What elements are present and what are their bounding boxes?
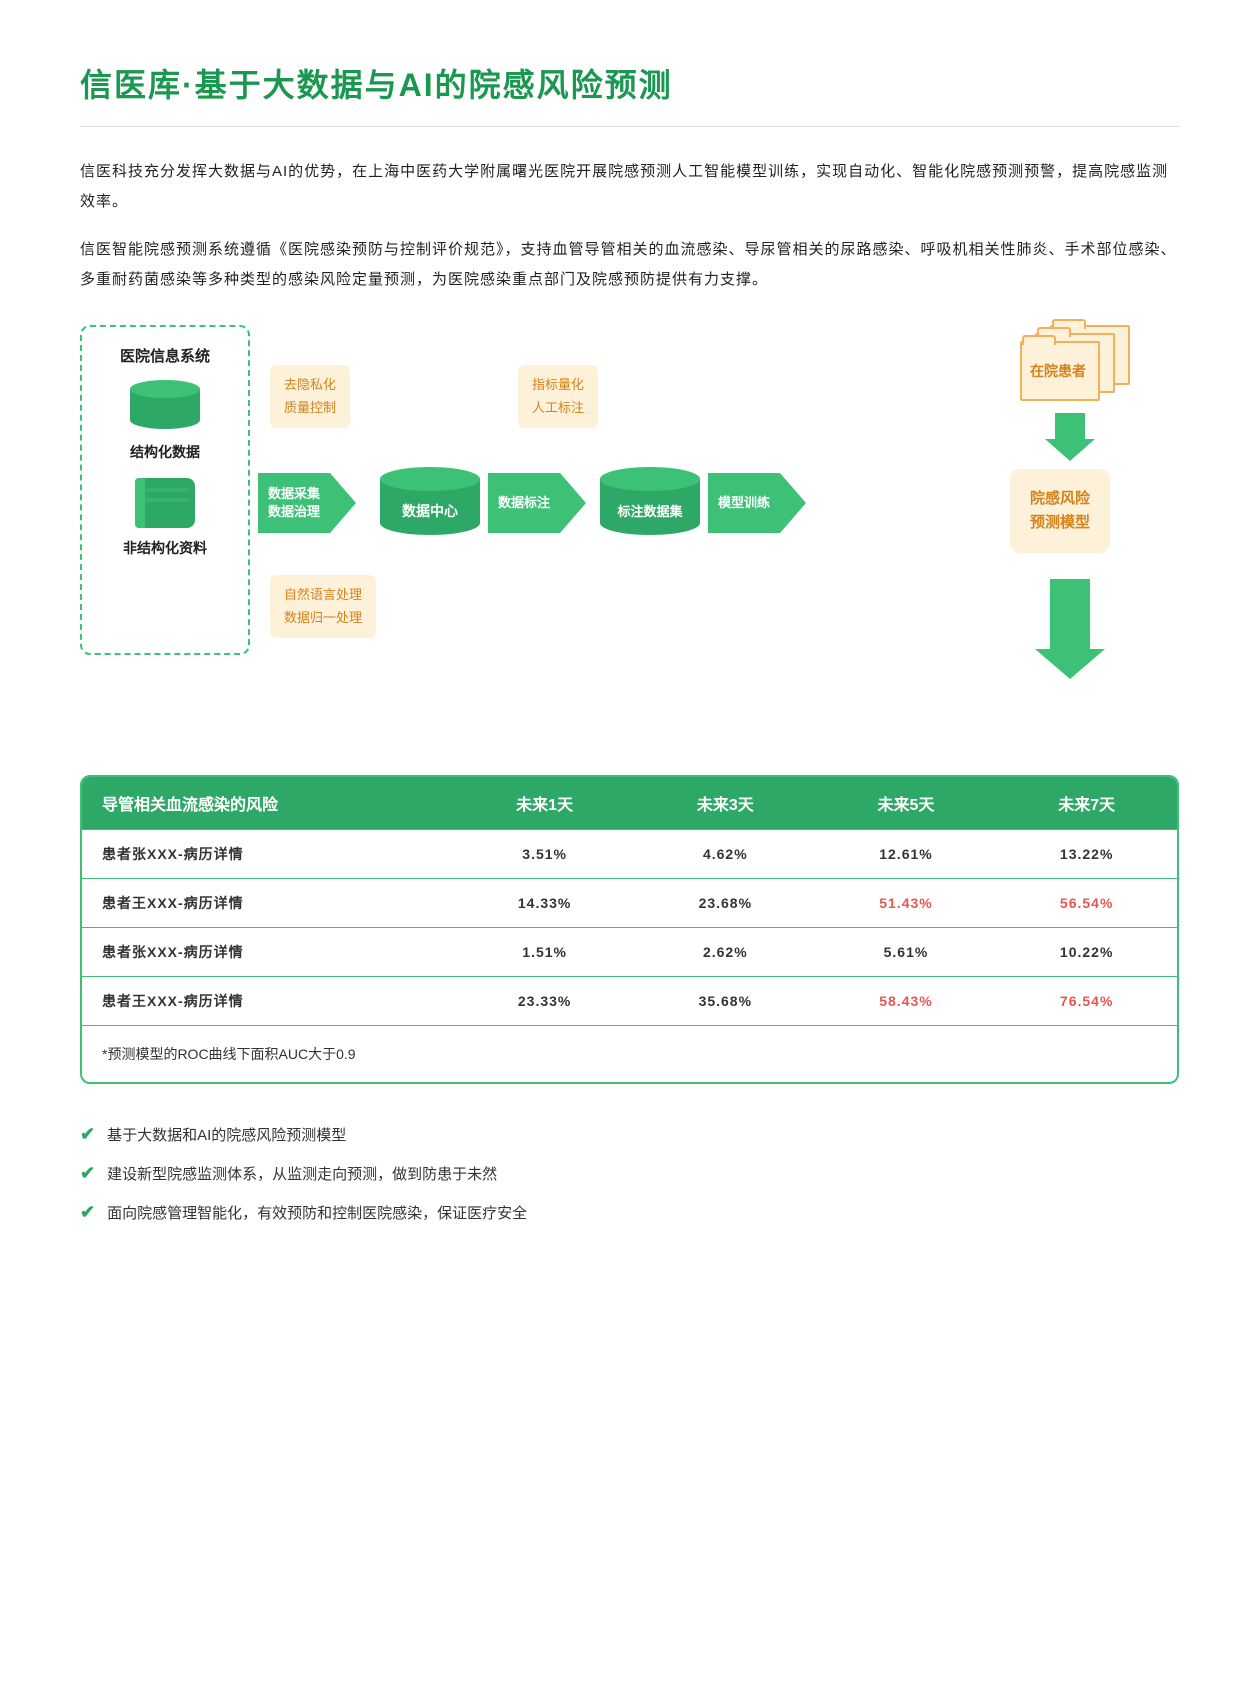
table-header-cell: 未来5天 bbox=[816, 777, 997, 830]
tags-bottom-1: 自然语言处理 数据归一处理 bbox=[270, 575, 376, 638]
table-row: 患者张XXX-病历详情3.51%4.62%12.61%13.22% bbox=[82, 830, 1177, 879]
tag-quantify: 指标量化 bbox=[532, 373, 584, 396]
table-body: 患者张XXX-病历详情3.51%4.62%12.61%13.22%患者王XXX-… bbox=[82, 830, 1177, 1026]
check-icon: ✔ bbox=[80, 1202, 95, 1223]
risk-value-cell: 13.22% bbox=[996, 830, 1177, 879]
data-center-cylinder: 数据中心 bbox=[380, 467, 480, 539]
table-header-cell: 未来7天 bbox=[996, 777, 1177, 830]
feature-text: 建设新型院感监测体系，从监测走向预测，做到防患于未然 bbox=[107, 1163, 497, 1184]
arrow-train: 模型训练 bbox=[708, 473, 806, 533]
feature-item: ✔ 基于大数据和AI的院感风险预测模型 bbox=[80, 1124, 1179, 1145]
table-footnote: *预测模型的ROC曲线下面积AUC大于0.9 bbox=[82, 1025, 1177, 1082]
risk-value-cell: 5.61% bbox=[816, 928, 997, 977]
database-icon bbox=[130, 380, 200, 432]
risk-value-cell: 58.43% bbox=[816, 977, 997, 1026]
tags-top-2: 指标量化 人工标注 bbox=[518, 365, 598, 428]
tag-annotate: 人工标注 bbox=[532, 396, 584, 419]
risk-value-cell: 3.51% bbox=[454, 830, 635, 879]
risk-value-cell: 51.43% bbox=[816, 879, 997, 928]
paragraph-1: 信医科技充分发挥大数据与AI的优势，在上海中医药大学附属曙光医院开展院感预测人工… bbox=[80, 157, 1179, 217]
structured-data-label: 结构化数据 bbox=[100, 442, 230, 462]
patient-name-cell[interactable]: 患者王XXX-病历详情 bbox=[82, 879, 454, 928]
tag-nlp: 自然语言处理 bbox=[284, 583, 362, 606]
annotated-dataset-cylinder: 标注数据集 bbox=[600, 467, 700, 539]
arrow-annotate: 数据标注 bbox=[488, 473, 586, 533]
feature-list: ✔ 基于大数据和AI的院感风险预测模型 ✔ 建设新型院感监测体系，从监测走向预测，做到… bbox=[80, 1124, 1179, 1223]
tag-deidentify: 去隐私化 bbox=[284, 373, 336, 396]
risk-value-cell: 12.61% bbox=[816, 830, 997, 879]
feature-text: 面向院感管理智能化，有效预防和控制医院感染，保证医疗安全 bbox=[107, 1202, 527, 1223]
patient-files: 在院患者 bbox=[1020, 325, 1150, 401]
risk-value-cell: 2.62% bbox=[635, 928, 816, 977]
data-center-label: 数据中心 bbox=[380, 501, 480, 521]
page-title: 信医库·基于大数据与AI的院感风险预测 bbox=[80, 60, 1179, 106]
divider bbox=[80, 126, 1179, 127]
feature-item: ✔ 建设新型院感监测体系，从监测走向预测，做到防患于未然 bbox=[80, 1163, 1179, 1184]
tag-normalize: 数据归一处理 bbox=[284, 606, 362, 629]
feature-text: 基于大数据和AI的院感风险预测模型 bbox=[107, 1124, 346, 1145]
flow-diagram: 医院信息系统 结构化数据 非结构化资料 去隐私化 质量控制 指标量化 人工标注 … bbox=[80, 325, 1180, 745]
table-row: 患者王XXX-病历详情23.33%35.68%58.43%76.54% bbox=[82, 977, 1177, 1026]
paragraph-2: 信医智能院感预测系统遵循《医院感染预防与控制评价规范》，支持血管导管相关的血流感… bbox=[80, 235, 1179, 295]
arrow-down-to-table bbox=[1035, 579, 1105, 679]
source-box-title: 医院信息系统 bbox=[100, 345, 230, 366]
risk-value-cell: 14.33% bbox=[454, 879, 635, 928]
source-box: 医院信息系统 结构化数据 非结构化资料 bbox=[80, 325, 250, 655]
risk-value-cell: 23.68% bbox=[635, 879, 816, 928]
arrow-down-patients bbox=[1045, 413, 1095, 461]
risk-value-cell: 1.51% bbox=[454, 928, 635, 977]
table-header-cell: 未来1天 bbox=[454, 777, 635, 830]
risk-value-cell: 35.68% bbox=[635, 977, 816, 1026]
check-icon: ✔ bbox=[80, 1124, 95, 1145]
tag-qc: 质量控制 bbox=[284, 396, 336, 419]
table-header-cell: 导管相关血流感染的风险 bbox=[82, 777, 454, 830]
patient-name-cell[interactable]: 患者张XXX-病历详情 bbox=[82, 830, 454, 879]
unstructured-data-label: 非结构化资料 bbox=[100, 538, 230, 558]
table-header-cell: 未来3天 bbox=[635, 777, 816, 830]
risk-value-cell: 56.54% bbox=[996, 879, 1177, 928]
risk-table: 导管相关血流感染的风险未来1天未来3天未来5天未来7天 患者张XXX-病历详情3… bbox=[80, 775, 1179, 1084]
feature-item: ✔ 面向院感管理智能化，有效预防和控制医院感染，保证医疗安全 bbox=[80, 1202, 1179, 1223]
patient-name-cell[interactable]: 患者王XXX-病历详情 bbox=[82, 977, 454, 1026]
model-box: 院感风险 预测模型 bbox=[1010, 469, 1110, 553]
book-icon bbox=[135, 478, 195, 528]
check-icon: ✔ bbox=[80, 1163, 95, 1184]
patient-files-label: 在院患者 bbox=[1030, 361, 1086, 381]
annotated-dataset-label: 标注数据集 bbox=[600, 501, 700, 520]
risk-value-cell: 76.54% bbox=[996, 977, 1177, 1026]
risk-value-cell: 23.33% bbox=[454, 977, 635, 1026]
table-row: 患者张XXX-病历详情1.51%2.62%5.61%10.22% bbox=[82, 928, 1177, 977]
patient-name-cell[interactable]: 患者张XXX-病历详情 bbox=[82, 928, 454, 977]
risk-value-cell: 4.62% bbox=[635, 830, 816, 879]
table-header-row: 导管相关血流感染的风险未来1天未来3天未来5天未来7天 bbox=[82, 777, 1177, 830]
arrow-collect: 数据采集数据治理 bbox=[258, 473, 356, 533]
tags-top-1: 去隐私化 质量控制 bbox=[270, 365, 350, 428]
risk-value-cell: 10.22% bbox=[996, 928, 1177, 977]
table-row: 患者王XXX-病历详情14.33%23.68%51.43%56.54% bbox=[82, 879, 1177, 928]
